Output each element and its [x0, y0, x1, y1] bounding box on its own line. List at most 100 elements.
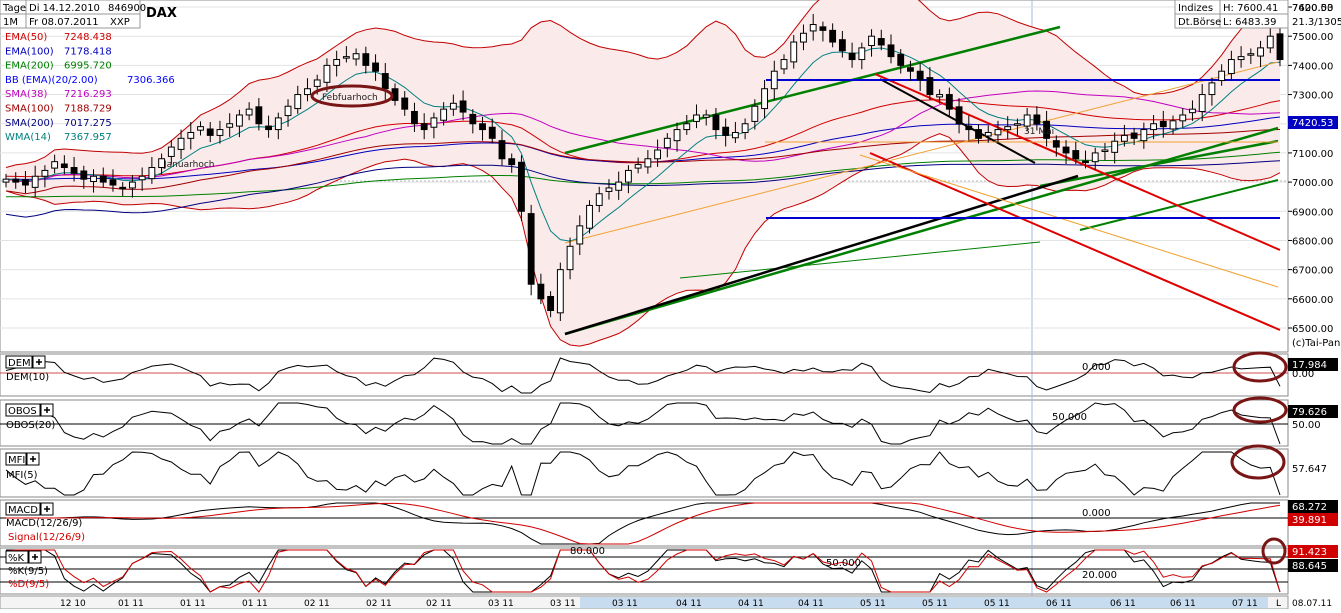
scroll-thumb[interactable]	[580, 597, 1268, 608]
macd-signal-name: Signal(12/26/9)	[8, 532, 85, 543]
candle-body	[459, 100, 467, 113]
candle-body	[1266, 35, 1274, 49]
candle-body	[955, 106, 963, 125]
candle-body	[420, 123, 428, 131]
candle-body	[897, 53, 905, 66]
plus-icon[interactable]	[44, 407, 50, 413]
candle-body	[605, 187, 613, 192]
candle-body	[994, 129, 1002, 136]
candle-body	[556, 269, 564, 314]
y-tick-label: 6900.00	[1292, 207, 1333, 218]
plus-icon[interactable]	[36, 359, 42, 365]
legend-label: EMA(100)	[5, 46, 54, 57]
candle-body	[508, 158, 516, 166]
candle-body	[1198, 94, 1206, 112]
candle-body	[1218, 70, 1226, 82]
candle-body	[595, 193, 603, 206]
candle-body	[41, 169, 49, 177]
candle-body	[751, 105, 759, 122]
dem-axis-label: 0.00	[1292, 369, 1314, 380]
time-axis-label: 07 11	[1232, 599, 1258, 609]
green-thin-line	[679, 241, 1041, 279]
candle-body	[693, 114, 700, 122]
y-tick-label: 7000.00	[1292, 178, 1333, 189]
time-axis-label: 02 11	[366, 599, 392, 609]
main-panel-frame	[0, 0, 1289, 353]
candle-body	[634, 164, 642, 169]
jan-high-label: Januarhoch	[163, 160, 215, 170]
time-axis-label: 02 11	[426, 599, 452, 609]
candle-body	[372, 62, 379, 72]
plus-icon[interactable]	[30, 456, 36, 462]
candle-body	[177, 137, 185, 150]
high-label: H: 7600.41	[1223, 3, 1278, 14]
dem-circle	[1232, 351, 1288, 383]
mfi-tag[interactable]: MFI	[5, 452, 40, 466]
mfi-line	[5, 451, 1281, 496]
y-tick-label: 6800.00	[1292, 236, 1333, 247]
y-tick-label: 6600.00	[1292, 295, 1333, 306]
legend-label: BB (EMA)(20/2.00)	[5, 75, 98, 86]
candle-body	[809, 24, 817, 32]
candle-body	[887, 44, 895, 58]
stoch-d-value: 88.645	[1292, 561, 1327, 572]
interval-label[interactable]: 1M	[3, 17, 18, 28]
candle-body	[1004, 126, 1012, 131]
period-label[interactable]: Tage	[2, 3, 26, 14]
sma38-line	[5, 90, 1281, 183]
red-lower-channel	[869, 152, 1281, 331]
stoch-circle	[1261, 537, 1287, 565]
candle-body	[576, 225, 584, 245]
candle-body	[731, 131, 739, 139]
candle-body	[90, 175, 97, 183]
macd-tag-label: MACD	[8, 505, 38, 516]
candle-body	[877, 38, 885, 46]
plus-icon[interactable]	[44, 506, 50, 512]
obos-value: 79.626	[1292, 407, 1327, 418]
candle-body	[683, 123, 691, 131]
candle-body	[284, 105, 292, 117]
red-upper-channel	[874, 73, 1281, 251]
scroll-label[interactable]: L	[1276, 599, 1281, 609]
candle-body	[1150, 123, 1157, 131]
legend-value: 7248.438	[64, 32, 112, 43]
candle-body	[537, 283, 545, 300]
candle-body	[294, 94, 302, 110]
candle-body	[673, 129, 681, 142]
band-shading	[6, 0, 1280, 347]
sma200-line	[5, 160, 1281, 218]
dem-tag[interactable]: DEM	[5, 355, 46, 369]
stoch-level-50: 50.000	[826, 558, 861, 569]
candle-body	[702, 114, 710, 118]
candle-body	[663, 137, 671, 149]
legend-value: 7178.418	[64, 46, 112, 57]
bb-upper-line	[5, 0, 1281, 168]
candle-body	[129, 181, 136, 189]
date-from: Di 14.12.2010	[29, 3, 100, 14]
candle-body	[245, 108, 253, 116]
macd-tag[interactable]: MACD	[5, 502, 54, 516]
stoch-tag[interactable]: %K	[5, 550, 42, 564]
candle-body	[1140, 129, 1148, 142]
candle-body	[1052, 140, 1060, 148]
candle-body	[488, 126, 496, 139]
plus-icon[interactable]	[32, 554, 38, 560]
candle-body	[800, 32, 807, 43]
candle-body	[1014, 123, 1021, 126]
candle-body	[848, 52, 856, 61]
dem-line	[5, 357, 1281, 394]
candle-body	[22, 179, 29, 186]
obos-panel-frame	[0, 399, 1289, 447]
candle-body	[167, 146, 175, 157]
candle-body	[1227, 59, 1235, 75]
candle-body	[1120, 134, 1128, 142]
black-trend-up	[564, 174, 1079, 336]
candle-body	[1237, 56, 1245, 61]
candle-body	[1130, 132, 1138, 139]
orange-up-line	[564, 61, 1279, 244]
candle-body	[226, 123, 234, 128]
orange-down-line	[859, 154, 1279, 288]
obos-tag[interactable]: OBOS	[5, 403, 54, 417]
legend-label: SMA(38)	[5, 89, 47, 100]
y-tick-label: 6500.00	[1292, 324, 1333, 335]
